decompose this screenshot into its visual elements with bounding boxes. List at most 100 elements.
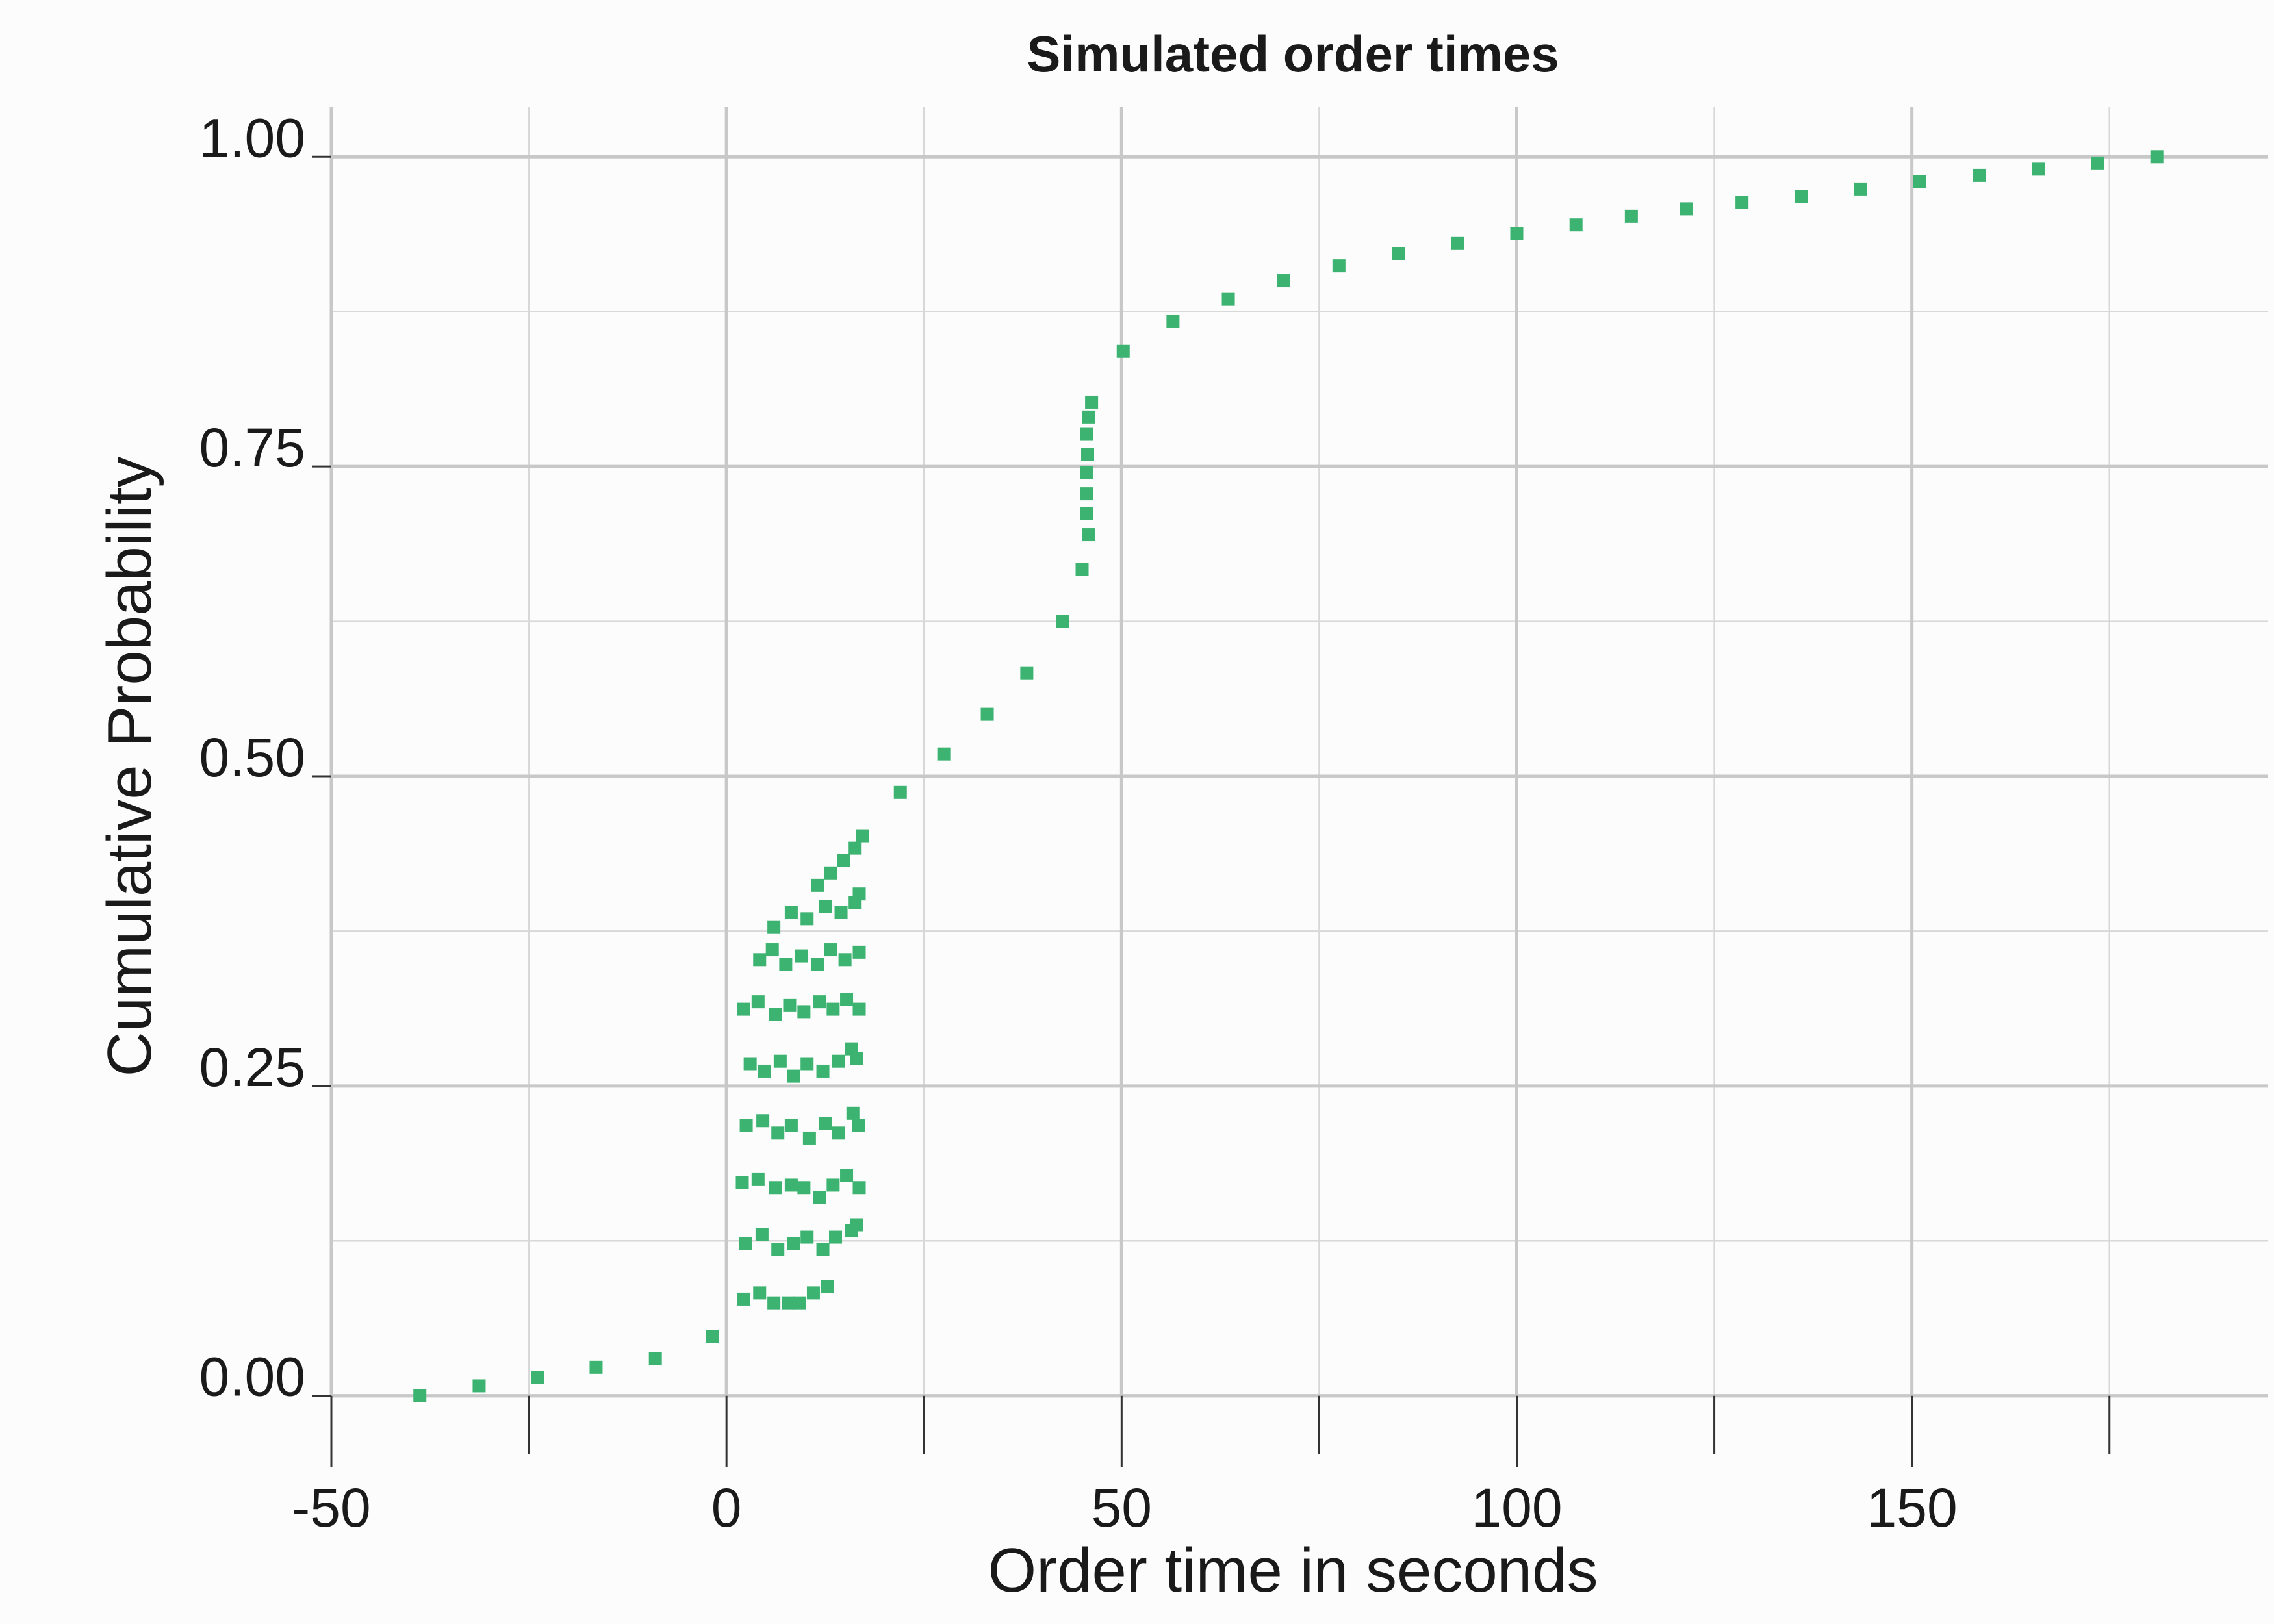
data-point bbox=[838, 953, 852, 967]
data-point bbox=[773, 1054, 787, 1068]
data-point bbox=[837, 854, 850, 867]
data-point bbox=[1913, 175, 1926, 188]
data-point bbox=[1116, 344, 1130, 358]
y-axis-label: Cumulative Probability bbox=[95, 456, 164, 1076]
x-tick-label: 50 bbox=[1092, 1477, 1152, 1538]
data-point bbox=[787, 1237, 800, 1250]
data-point bbox=[1085, 395, 1099, 409]
data-point bbox=[819, 900, 832, 913]
data-point bbox=[2091, 156, 2104, 170]
data-point bbox=[980, 707, 994, 721]
data-point bbox=[735, 1176, 749, 1189]
data-point bbox=[771, 1126, 785, 1140]
data-point bbox=[1082, 528, 1095, 542]
data-point bbox=[1020, 666, 1034, 680]
data-point bbox=[800, 912, 814, 926]
y-tick-label: 0.75 bbox=[199, 417, 306, 478]
data-point bbox=[802, 1131, 816, 1145]
data-point bbox=[845, 1042, 858, 1056]
data-point bbox=[834, 906, 848, 919]
data-point bbox=[1624, 209, 1638, 223]
data-point bbox=[848, 841, 862, 855]
data-point bbox=[1854, 182, 1867, 196]
chart-title: Simulated order times bbox=[1027, 25, 1559, 82]
data-point bbox=[795, 949, 808, 963]
data-point bbox=[1075, 563, 1089, 576]
data-point bbox=[1081, 448, 1095, 461]
data-point bbox=[769, 1181, 782, 1195]
data-point bbox=[739, 1237, 752, 1250]
data-point bbox=[784, 906, 798, 919]
data-point bbox=[800, 1057, 814, 1071]
data-point bbox=[793, 1296, 806, 1310]
data-point bbox=[850, 1218, 863, 1232]
data-point bbox=[1080, 466, 1093, 479]
data-point bbox=[850, 1052, 863, 1065]
data-point bbox=[767, 1296, 781, 1310]
data-point bbox=[782, 1296, 795, 1310]
data-point bbox=[753, 953, 767, 967]
y-axis-ticks: 0.00 0.25 0.50 0.75 1.00 bbox=[199, 107, 331, 1408]
data-point bbox=[1277, 274, 1290, 288]
data-point bbox=[758, 1064, 771, 1078]
data-point bbox=[1392, 247, 1405, 260]
data-point bbox=[531, 1371, 544, 1384]
data-point bbox=[755, 1228, 769, 1241]
data-point bbox=[797, 1181, 811, 1195]
data-points bbox=[413, 150, 2164, 1402]
data-point bbox=[769, 1008, 782, 1021]
grid-minor-lines bbox=[331, 107, 2268, 1396]
data-point bbox=[737, 1292, 750, 1306]
x-tick-label: 0 bbox=[711, 1477, 742, 1538]
data-point bbox=[1569, 218, 1583, 232]
data-point bbox=[771, 1243, 785, 1256]
data-point bbox=[1510, 227, 1524, 240]
data-point bbox=[1082, 410, 1095, 424]
y-tick-label: 1.00 bbox=[199, 107, 306, 168]
grid-major-lines bbox=[329, 107, 2268, 1398]
data-point bbox=[472, 1379, 486, 1393]
data-point bbox=[937, 747, 951, 761]
data-point bbox=[1973, 168, 1986, 182]
data-point bbox=[1735, 196, 1749, 209]
x-tick-label: 100 bbox=[1471, 1477, 1562, 1538]
data-point bbox=[811, 878, 824, 892]
data-point bbox=[824, 866, 837, 880]
data-point bbox=[806, 1286, 820, 1300]
data-point bbox=[1080, 487, 1093, 501]
data-point bbox=[1080, 507, 1093, 520]
data-point bbox=[829, 1230, 843, 1244]
data-point bbox=[852, 1002, 866, 1016]
data-point bbox=[783, 998, 797, 1012]
data-point bbox=[737, 1002, 750, 1016]
data-point bbox=[1332, 259, 1346, 273]
x-axis-label: Order time in seconds bbox=[988, 1536, 1598, 1605]
data-point bbox=[787, 1069, 800, 1083]
data-point bbox=[852, 945, 866, 959]
x-tick-label: 150 bbox=[1867, 1477, 1958, 1538]
data-point bbox=[743, 1057, 757, 1071]
y-tick-label: 0.50 bbox=[199, 727, 306, 788]
data-point bbox=[797, 1005, 811, 1019]
data-point bbox=[1166, 314, 1180, 328]
y-tick-label: 0.00 bbox=[199, 1347, 306, 1408]
data-point bbox=[840, 1169, 854, 1182]
data-point bbox=[1795, 190, 1808, 203]
data-point bbox=[2150, 150, 2164, 164]
data-point bbox=[779, 958, 793, 971]
y-tick-label: 0.25 bbox=[199, 1037, 306, 1098]
data-point bbox=[765, 943, 779, 957]
data-point bbox=[832, 1054, 845, 1068]
data-point bbox=[413, 1389, 427, 1402]
data-point bbox=[753, 1286, 767, 1300]
data-point bbox=[648, 1352, 662, 1365]
data-point bbox=[852, 1181, 866, 1195]
data-point bbox=[751, 995, 765, 1009]
data-point bbox=[826, 1002, 840, 1016]
data-point bbox=[893, 785, 907, 799]
data-point bbox=[824, 943, 837, 957]
data-point bbox=[826, 1178, 840, 1192]
data-point bbox=[852, 887, 866, 901]
